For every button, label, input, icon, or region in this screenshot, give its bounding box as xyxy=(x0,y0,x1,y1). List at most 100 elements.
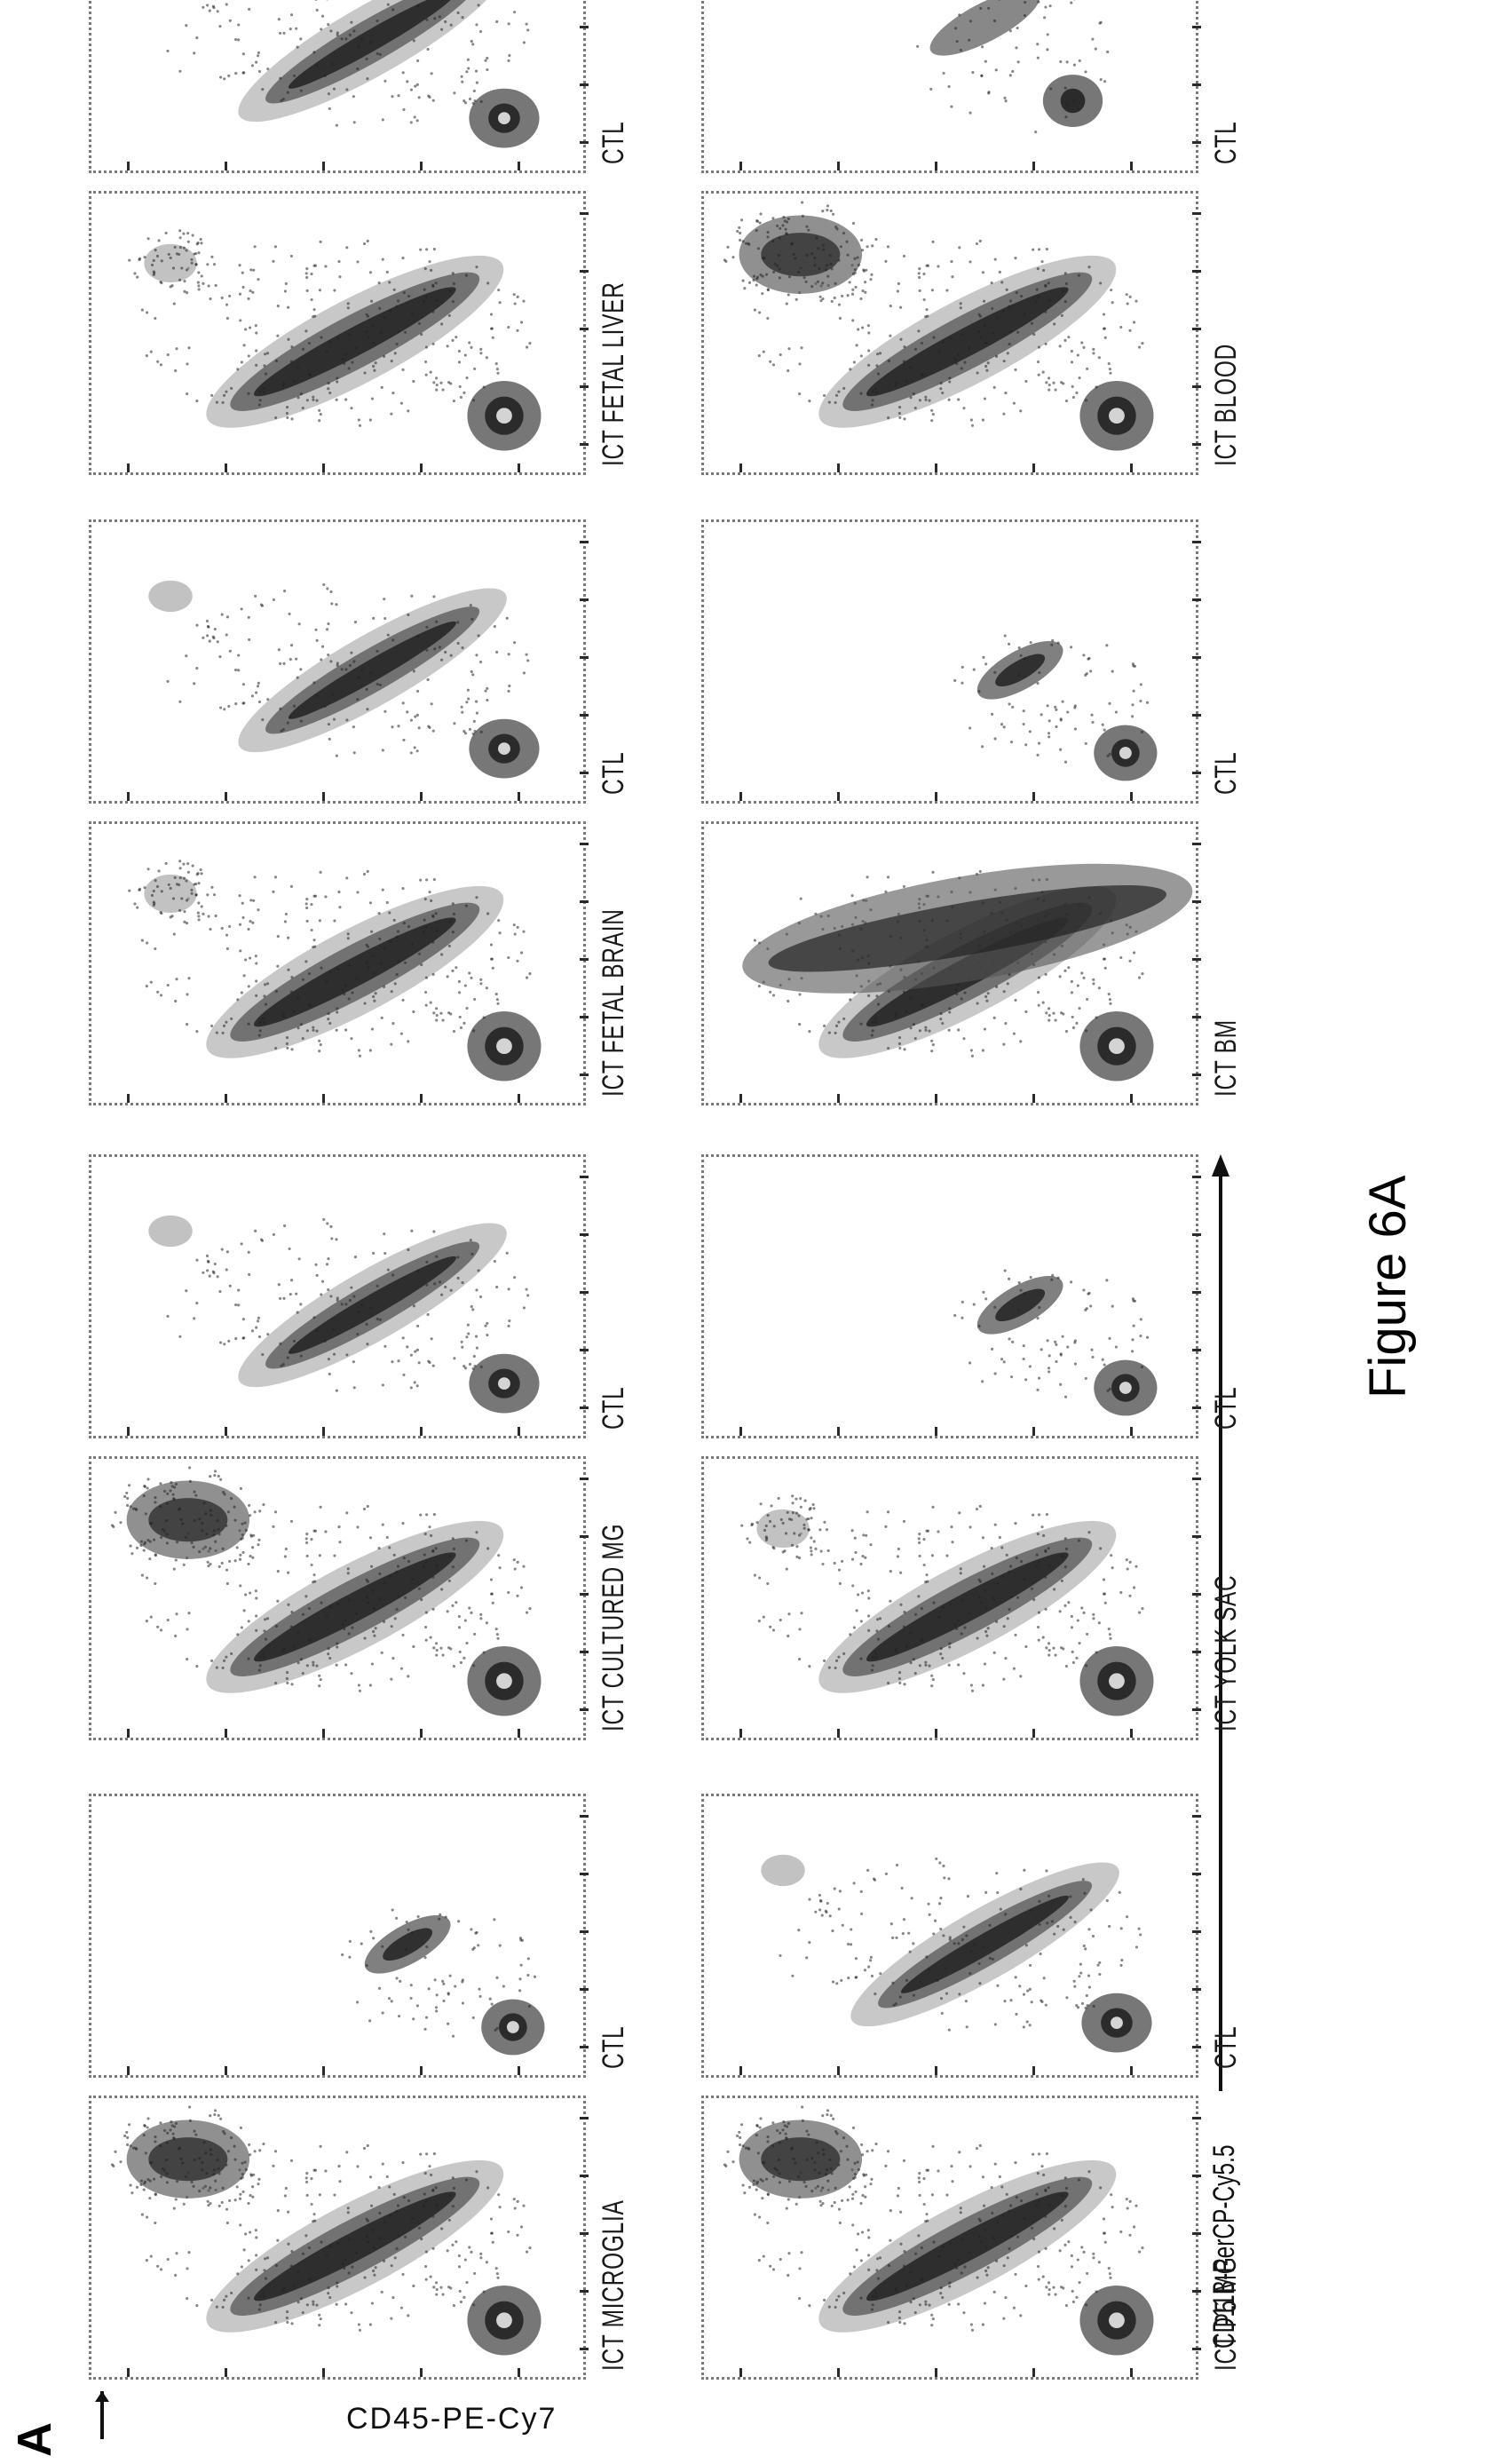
axis-tick xyxy=(322,1729,325,1738)
axis-tick xyxy=(127,1094,130,1103)
axis-tick xyxy=(1192,212,1201,215)
axis-tick xyxy=(580,1349,589,1351)
axis-tick xyxy=(1192,1873,1201,1875)
axis-tick xyxy=(580,1074,589,1076)
flow-plot-panel xyxy=(701,0,1201,173)
panel-label: ICT YOLK SAC xyxy=(1209,1574,1243,1731)
axis-tick xyxy=(1192,1535,1201,1538)
axis-tick xyxy=(1192,1708,1201,1711)
axis-tick xyxy=(1130,2368,1133,2377)
flow-plot-panel xyxy=(89,191,589,475)
axis-tick xyxy=(580,598,589,601)
flow-plot-panel xyxy=(89,1794,589,2078)
axis-tick xyxy=(1032,162,1035,170)
axis-tick xyxy=(127,1427,130,1436)
panel-label: CTL xyxy=(1209,751,1243,795)
axis-tick xyxy=(322,162,325,170)
axis-tick xyxy=(1192,2175,1201,2177)
axis-tick xyxy=(1192,1176,1201,1178)
axis-tick xyxy=(1130,792,1133,801)
panel-label: ICT BM xyxy=(1209,1019,1243,1097)
axis-tick xyxy=(420,1729,423,1738)
axis-tick xyxy=(580,83,589,86)
axis-tick xyxy=(1192,2046,1201,2048)
axis-tick xyxy=(837,1729,840,1738)
axis-tick xyxy=(1130,162,1133,170)
axis-tick xyxy=(837,1427,840,1436)
axis-tick xyxy=(580,328,589,330)
panel-label: ICT MICROGLIA xyxy=(597,2199,630,2371)
flow-plot-panel xyxy=(701,2096,1201,2380)
axis-tick xyxy=(580,1535,589,1538)
axis-tick xyxy=(1032,792,1035,801)
axis-tick xyxy=(1192,900,1201,903)
axis-tick xyxy=(1032,463,1035,472)
axis-tick xyxy=(935,2066,937,2075)
axis-tick xyxy=(1192,270,1201,273)
axis-tick xyxy=(1032,1094,1035,1103)
axis-tick xyxy=(127,2066,130,2075)
density-plot xyxy=(110,1466,542,1716)
panel-label: ICT CULTURED MG xyxy=(597,1523,630,1731)
axis-tick xyxy=(837,1094,840,1103)
panel-label: CTL xyxy=(597,121,630,164)
axis-tick xyxy=(1192,1930,1201,1933)
axis-tick xyxy=(1192,26,1201,28)
axis-tick xyxy=(1192,141,1201,144)
flow-plot-panel xyxy=(701,821,1201,1105)
density-plot xyxy=(723,201,1154,451)
axis-tick xyxy=(580,2046,589,2048)
axis-tick xyxy=(580,656,589,659)
axis-tick xyxy=(420,463,423,472)
axis-tick xyxy=(1192,385,1201,388)
axis-tick xyxy=(580,1708,589,1711)
axis-tick xyxy=(935,1094,937,1103)
axis-tick xyxy=(1192,2232,1201,2235)
density-plot xyxy=(916,0,1110,134)
axis-tick xyxy=(1192,2348,1201,2350)
axis-tick xyxy=(580,443,589,446)
axis-tick xyxy=(580,26,589,28)
axis-tick xyxy=(1192,843,1201,845)
axis-tick xyxy=(580,1291,589,1294)
axis-tick xyxy=(580,900,589,903)
axis-tick xyxy=(1192,1349,1201,1351)
axis-tick xyxy=(518,1094,520,1103)
panel-label: CTL xyxy=(597,751,630,795)
axis-tick xyxy=(935,162,937,170)
axis-tick xyxy=(518,1427,520,1436)
axis-tick xyxy=(1192,1815,1201,1818)
axis-tick xyxy=(1192,541,1201,543)
axis-tick xyxy=(1130,2066,1133,2075)
axis-tick xyxy=(322,1094,325,1103)
axis-tick xyxy=(580,843,589,845)
axis-tick xyxy=(322,463,325,472)
panel-label: CTL xyxy=(1209,2025,1243,2069)
flow-plot-panel xyxy=(89,2096,589,2380)
flow-plot-panel xyxy=(89,1456,589,1740)
density-plot xyxy=(723,2105,1154,2356)
axis-tick xyxy=(518,792,520,801)
axis-tick xyxy=(420,792,423,801)
axis-tick xyxy=(1192,2117,1201,2119)
axis-tick xyxy=(1192,1651,1201,1653)
axis-tick xyxy=(518,2066,520,2075)
axis-tick xyxy=(837,463,840,472)
density-plot xyxy=(110,2105,542,2356)
axis-tick xyxy=(580,1593,589,1596)
axis-tick xyxy=(322,792,325,801)
axis-tick xyxy=(1130,1427,1133,1436)
axis-tick xyxy=(580,141,589,144)
axis-tick xyxy=(1130,463,1133,472)
density-plot xyxy=(128,860,542,1081)
axis-tick xyxy=(1192,2290,1201,2293)
axis-tick xyxy=(580,772,589,774)
axis-tick xyxy=(1192,443,1201,446)
axis-tick xyxy=(739,2368,742,2377)
axis-tick xyxy=(580,2232,589,2235)
axis-tick xyxy=(580,714,589,717)
axis-tick xyxy=(837,792,840,801)
axis-tick xyxy=(580,1478,589,1480)
axis-tick xyxy=(1192,83,1201,86)
